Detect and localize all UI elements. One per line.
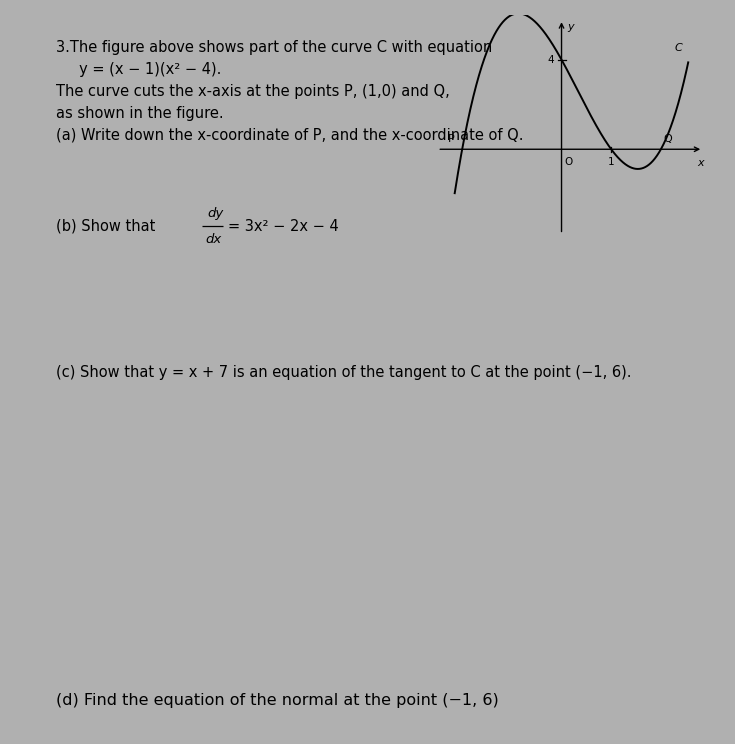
Text: C: C: [675, 43, 682, 54]
Text: (d) Find the equation of the normal at the point (−1, 6): (d) Find the equation of the normal at t…: [57, 693, 499, 708]
Text: = 3x² − 2x − 4: = 3x² − 2x − 4: [228, 219, 338, 234]
Text: The curve cuts the x-axis at the points P, (1,0) and Q,: The curve cuts the x-axis at the points …: [57, 84, 451, 99]
Text: 4: 4: [548, 54, 554, 65]
Text: 1: 1: [608, 157, 614, 167]
Text: O: O: [565, 157, 573, 167]
Text: Q: Q: [664, 134, 672, 144]
Text: (c) Show that y = x + 7 is an equation of the tangent to C at the point (−1, 6).: (c) Show that y = x + 7 is an equation o…: [57, 365, 632, 379]
Text: y: y: [567, 22, 574, 31]
Text: 3.The figure above shows part of the curve C with equation: 3.The figure above shows part of the cur…: [57, 40, 492, 55]
Text: (a) Write down the x-coordinate of P, and the x-coordinate of Q.: (a) Write down the x-coordinate of P, an…: [57, 128, 524, 143]
Text: (b) Show that: (b) Show that: [57, 219, 160, 234]
Text: dx: dx: [206, 233, 222, 246]
Text: P: P: [448, 134, 455, 144]
Text: as shown in the figure.: as shown in the figure.: [57, 106, 224, 121]
Text: y = (x − 1)(x² − 4).: y = (x − 1)(x² − 4).: [57, 62, 222, 77]
Text: x: x: [698, 158, 704, 168]
Text: dy: dy: [207, 207, 223, 219]
